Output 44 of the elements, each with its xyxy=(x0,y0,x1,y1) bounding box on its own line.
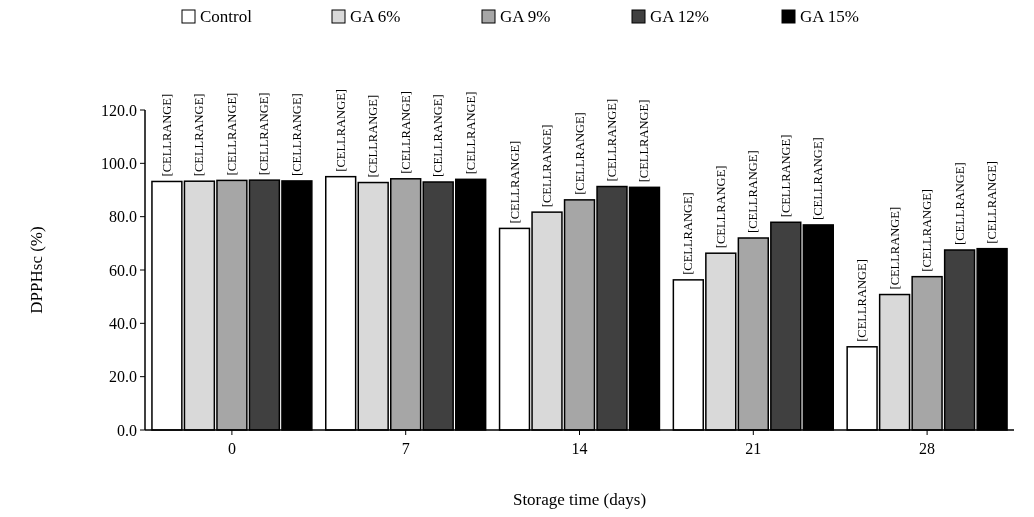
data-label: [CELLRANGE] xyxy=(289,93,304,176)
data-label: [CELLRANGE] xyxy=(159,93,174,177)
y-tick-label: 60.0 xyxy=(109,261,137,279)
data-label: [CELLRANGE] xyxy=(887,206,902,290)
data-label: [CELLRANGE] xyxy=(952,162,967,245)
data-label: [CELLRANGE] xyxy=(920,189,935,272)
data-label: [CELLRANGE] xyxy=(713,165,728,249)
data-label: [CELLRANGE] xyxy=(572,112,587,195)
data-label: [CELLRANGE] xyxy=(637,99,652,183)
data-label: [CELLRANGE] xyxy=(507,140,522,224)
data-label: [CELLRANGE] xyxy=(778,134,793,218)
data-label: [CELLRANGE] xyxy=(540,124,554,208)
data-label: [CELLRANGE] xyxy=(224,92,239,176)
legend-label: GA 15% xyxy=(800,7,860,26)
data-label: [CELLRANGE] xyxy=(431,94,446,177)
data-label: [CELLRANGE] xyxy=(333,89,348,172)
y-tick-label: 0.0 xyxy=(117,421,137,439)
data-label: [CELLRANGE] xyxy=(366,94,381,178)
data-label: [CELLRANGE] xyxy=(811,137,826,220)
data-label: [CELLRANGE] xyxy=(463,91,478,175)
y-tick-label: 80.0 xyxy=(109,208,137,226)
x-tick-label: 21 xyxy=(745,440,762,457)
data-label: [CELLRANGE] xyxy=(257,92,272,176)
y-tick-label: 20.0 xyxy=(109,368,137,386)
data-label: [CELLRANGE] xyxy=(746,150,761,233)
y-tick-label: 40.0 xyxy=(109,314,137,332)
data-label: [CELLRANGE] xyxy=(192,93,207,177)
x-tick-label: 0 xyxy=(227,440,236,457)
data-label: [CELLRANGE] xyxy=(605,98,619,182)
data-label: [CELLRANGE] xyxy=(681,192,696,275)
x-tick-label: 14 xyxy=(571,440,588,457)
legend-label: GA 6% xyxy=(350,7,401,26)
data-label: [CELLRANGE] xyxy=(985,161,1000,244)
y-tick-label: 100.0 xyxy=(101,154,137,172)
data-label: [CELLRANGE] xyxy=(398,91,413,174)
legend-label: GA 9% xyxy=(500,7,551,26)
y-axis-title: DPPHsc (%) xyxy=(27,226,46,314)
legend-label: Control xyxy=(200,7,253,26)
legend-label: GA 12% xyxy=(650,7,710,26)
x-tick-label: 28 xyxy=(919,440,936,457)
y-tick-label: 120.0 xyxy=(101,101,137,119)
x-tick-label: 7 xyxy=(401,440,410,457)
data-label: [CELLRANGE] xyxy=(855,259,870,342)
x-axis-title: Storage time (days) xyxy=(512,490,647,509)
